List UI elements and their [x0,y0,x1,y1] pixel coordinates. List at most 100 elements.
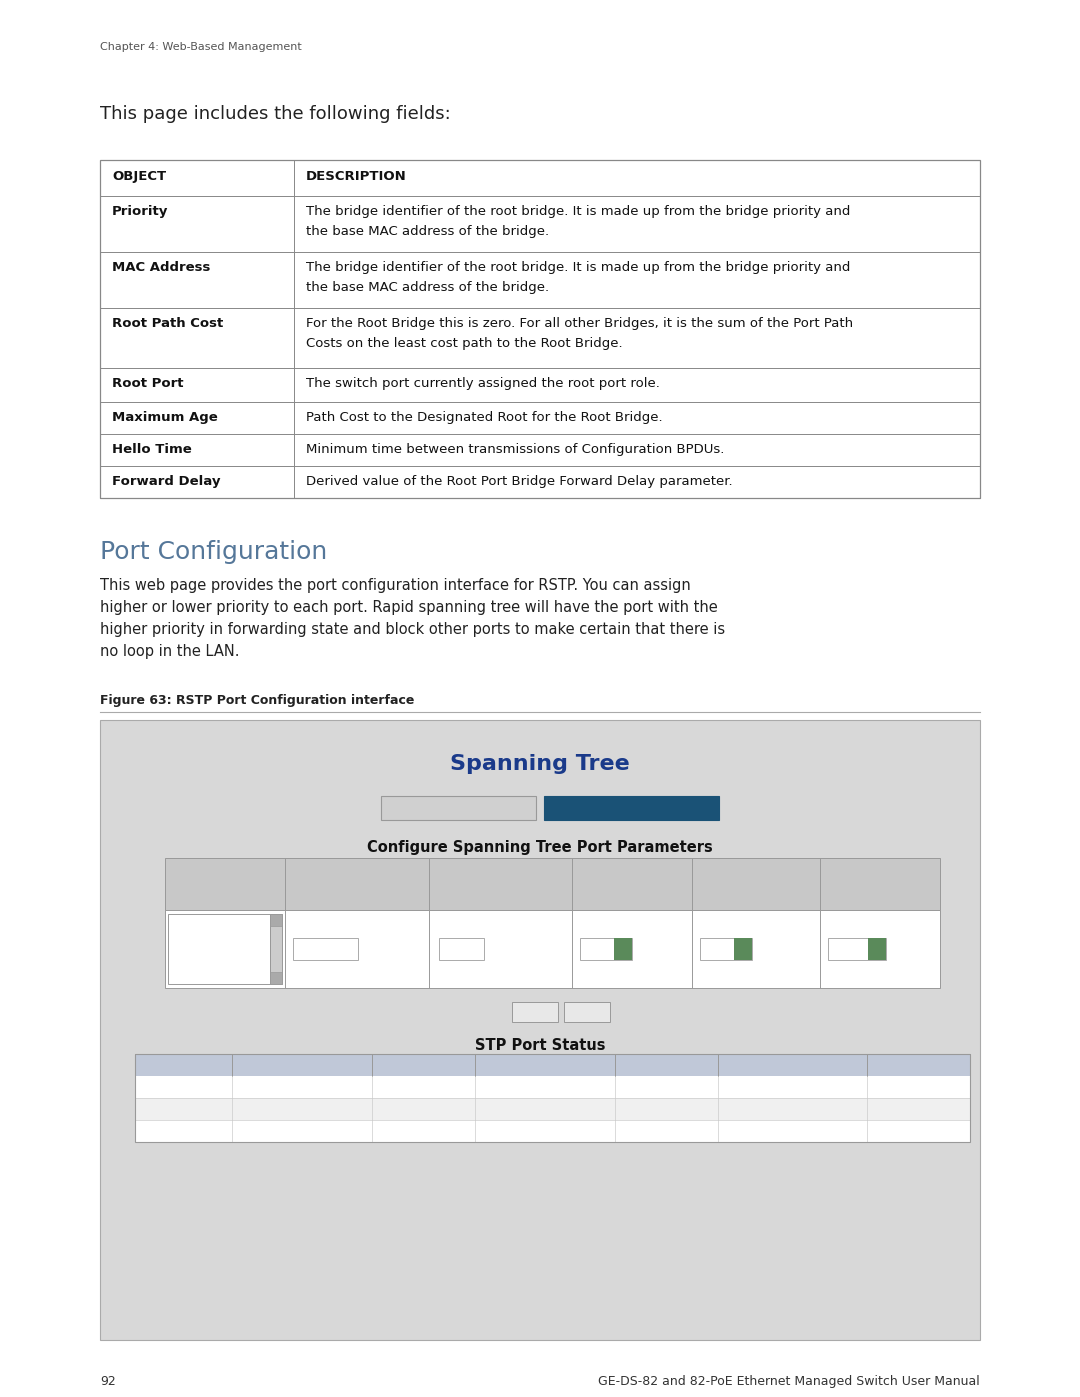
Text: NO: NO [620,1126,637,1136]
Bar [270,914,282,983]
Text: Maximum Age: Maximum Age [112,411,218,425]
Text: Forward Delay: Forward Delay [112,475,220,488]
Text: ▼: ▼ [740,946,745,951]
Text: no loop in the LAN.: no loop in the LAN. [100,644,240,659]
Text: the base MAC address of the bridge.: the base MAC address of the bridge. [306,225,549,237]
Text: PathCost: PathCost [275,1060,328,1070]
Bar [381,796,536,820]
Text: Figure 63: RSTP Port Configuration interface: Figure 63: RSTP Port Configuration inter… [100,694,415,707]
Text: NO: NO [589,944,606,954]
Text: Admin P2P: Admin P2P [847,872,914,882]
Bar [100,161,980,497]
Bar [135,1120,970,1141]
Text: (1-200000000): (1-200000000) [311,886,403,895]
Text: Port Number: Port Number [185,879,265,888]
Text: Port5: Port5 [172,975,200,985]
Text: GE-DS-82 and 82-PoE Ethernet Managed Switch User Manual: GE-DS-82 and 82-PoE Ethernet Managed Swi… [598,1375,980,1389]
Bar [270,972,282,983]
Text: System Configuration: System Configuration [394,802,523,814]
Text: The bridge identifier of the root bridge. It is made up from the bridge priority: The bridge identifier of the root bridge… [306,205,850,218]
Text: Chapter 4: Web-Based Management: Chapter 4: Web-Based Management [100,42,301,52]
Bar [100,719,980,1340]
Text: NO: NO [620,1104,637,1113]
Bar [293,937,359,960]
Text: Admin Non-STP: Admin Non-STP [707,872,805,882]
Text: 128: 128 [444,944,464,954]
Text: Path Cost: Path Cost [327,872,387,882]
Text: Minimum time between transmissions of Configuration BPDUs.: Minimum time between transmissions of Co… [306,443,724,455]
Text: (Default AUTO): (Default AUTO) [833,886,928,895]
Text: NO: NO [724,1083,740,1092]
Text: NO: NO [708,944,726,954]
Text: 2000000: 2000000 [238,1104,286,1113]
Bar [828,937,886,960]
Text: Port2: Port2 [140,1104,170,1113]
Bar [135,1053,970,1076]
Text: This web page provides the port configuration interface for RSTP. You can assign: This web page provides the port configur… [100,578,691,592]
Text: MAC Address: MAC Address [112,261,211,274]
Text: 200000: 200000 [298,944,340,954]
Text: (Default NO): (Default NO) [593,886,672,895]
Text: Path Cost to the Designated Root for the Root Bridge.: Path Cost to the Designated Root for the… [306,411,662,425]
Text: Port2: Port2 [172,933,200,943]
Text: ▲: ▲ [273,916,279,923]
Text: Costs on the least cost path to the Root Bridge.: Costs on the least cost path to the Root… [306,337,622,351]
Bar [135,1098,970,1120]
Text: Apply: Apply [519,1007,551,1017]
Bar [168,914,270,983]
Text: PortEdge: PortEdge [639,1060,693,1070]
Text: ▼: ▼ [273,975,279,981]
Text: Disabled: Disabled [481,1126,528,1136]
Text: 2000000: 2000000 [238,1126,286,1136]
Text: Derived value of the Root Port Bridge Forward Delay parameter.: Derived value of the Root Port Bridge Fo… [306,475,732,488]
Bar [868,937,886,960]
Text: 128: 128 [377,1126,397,1136]
Text: Port4: Port4 [172,961,200,971]
Text: Admin Edge: Admin Edge [595,872,670,882]
Bar [564,1002,610,1023]
Text: PortNonSTP: PortNonSTP [757,1060,827,1070]
Text: Priority: Priority [476,865,524,875]
Text: Root Port: Root Port [112,377,184,390]
Text: ▼: ▼ [620,946,625,951]
Text: 128: 128 [377,1104,397,1113]
Text: (Default NO): (Default NO) [716,886,795,895]
Bar [165,909,940,988]
Bar [734,937,752,960]
Bar [165,858,940,909]
Text: Default 128): Default 128) [461,893,539,902]
Text: Hello Time: Hello Time [112,443,192,455]
Bar [613,937,632,960]
Bar [270,914,282,926]
Text: OBJECT: OBJECT [112,170,166,183]
Text: YES: YES [872,1083,892,1092]
Text: Forwarding: Forwarding [481,1083,542,1092]
Text: higher priority in forwarding state and block other ports to make certain that t: higher priority in forwarding state and … [100,622,725,637]
Text: NO: NO [724,1126,740,1136]
Text: Port1: Port1 [140,1083,170,1092]
Text: AUTO: AUTO [833,944,864,954]
Text: the base MAC address of the bridge.: the base MAC address of the bridge. [306,281,549,293]
Text: higher or lower priority to each port. Rapid spanning tree will have the port wi: higher or lower priority to each port. R… [100,599,718,615]
Text: Port Configuration: Port Configuration [100,541,327,564]
Text: NO: NO [620,1083,637,1092]
Text: This page includes the following fields:: This page includes the following fields: [100,105,450,123]
Text: 200000: 200000 [238,1083,280,1092]
Bar [580,937,632,960]
Text: Port3: Port3 [172,947,200,957]
Text: Spanning Tree: Spanning Tree [450,754,630,774]
Bar [700,937,752,960]
Text: Disabled: Disabled [481,1104,528,1113]
Text: Priority: Priority [402,1060,445,1070]
Text: ▼: ▼ [874,946,879,951]
Text: (0 - 240;: (0 - 240; [474,879,527,888]
Text: DESCRIPTION: DESCRIPTION [306,170,406,183]
Text: NO: NO [872,1104,889,1113]
Text: Port1: Port1 [172,919,200,929]
Text: The switch port currently assigned the root port role.: The switch port currently assigned the r… [306,377,660,390]
Text: For the Root Bridge this is zero. For all other Bridges, it is the sum of the Po: For the Root Bridge this is zero. For al… [306,317,853,330]
Bar [135,1053,970,1141]
Text: PortP2P: PortP2P [894,1060,942,1070]
Text: PerPort Configuration: PerPort Configuration [568,802,694,814]
Text: STP Port Status: STP Port Status [475,1038,605,1053]
